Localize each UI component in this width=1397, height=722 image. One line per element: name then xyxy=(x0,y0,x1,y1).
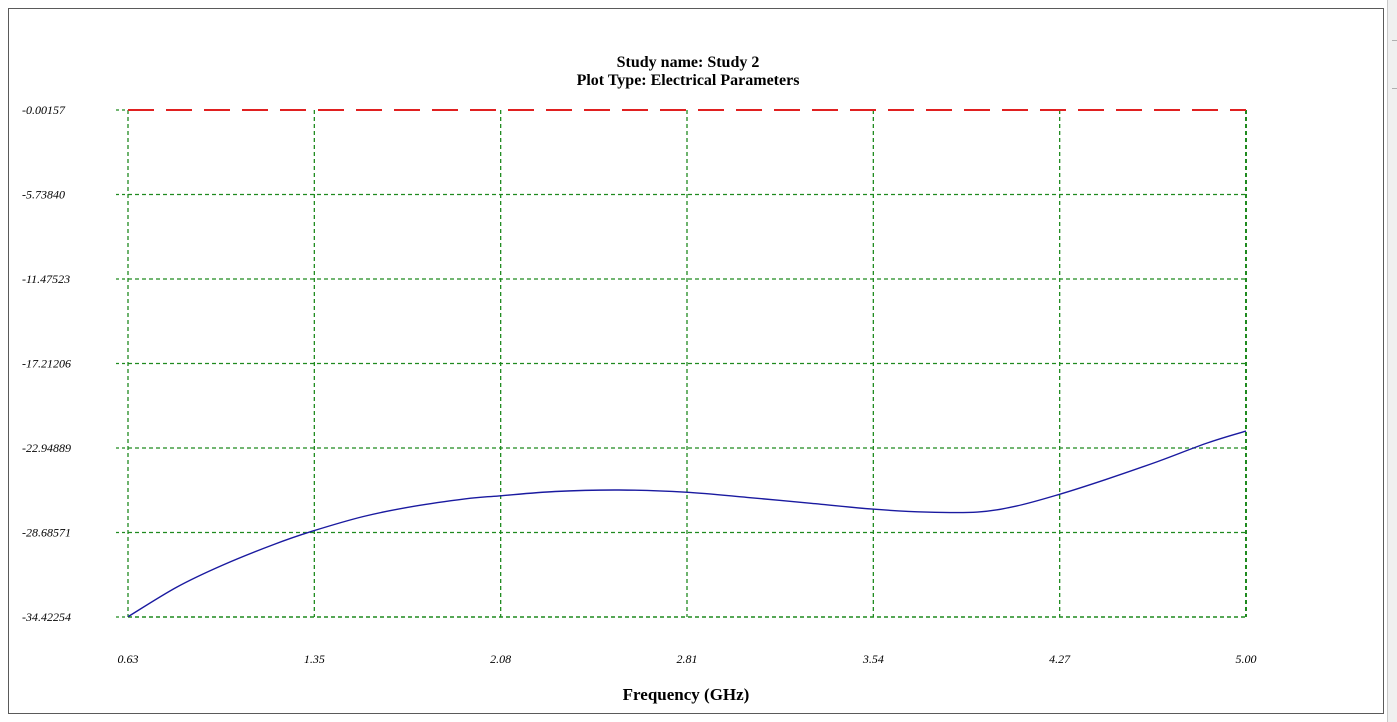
y-tick-label: -5.73840 xyxy=(22,188,65,202)
chart-title: Study name: Study 2 xyxy=(617,54,760,71)
series-layer xyxy=(127,109,1247,618)
plot-frame xyxy=(8,8,1384,714)
y-tick-label: -28.68571 xyxy=(22,526,71,540)
series-line-0 xyxy=(127,430,1247,618)
x-tick-label: 5.00 xyxy=(1236,652,1257,666)
y-axis-ticks: -0.00157 -5.73840 -11.47523 -17.21206 -22.94… xyxy=(22,103,71,624)
y-tick-label: -22.94889 xyxy=(22,441,71,455)
y-tick-label: -34.42254 xyxy=(22,610,71,624)
x-tick-label: 2.08 xyxy=(490,652,511,666)
grid-lines xyxy=(116,109,1247,618)
x-tick-label: 2.81 xyxy=(677,652,698,666)
x-tick-label: 1.35 xyxy=(304,652,325,666)
chart-subtitle: Plot Type: Electrical Parameters xyxy=(577,72,800,89)
x-tick-label: 3.54 xyxy=(862,652,884,666)
x-tick-label: 4.27 xyxy=(1049,652,1071,666)
x-axis-ticks: 0.63 1.35 2.08 2.81 3.54 4.27 5.00 xyxy=(118,652,1257,666)
strip-mark xyxy=(1392,88,1397,89)
y-tick-label: -17.21206 xyxy=(22,357,71,371)
y-tick-label: -0.00157 xyxy=(22,103,66,117)
y-tick-label: -11.47523 xyxy=(22,272,70,286)
window-edge-strip xyxy=(1387,0,1397,722)
strip-mark xyxy=(1392,40,1397,41)
x-tick-label: 0.63 xyxy=(118,652,139,666)
x-axis-title: Frequency (GHz) xyxy=(623,685,750,704)
